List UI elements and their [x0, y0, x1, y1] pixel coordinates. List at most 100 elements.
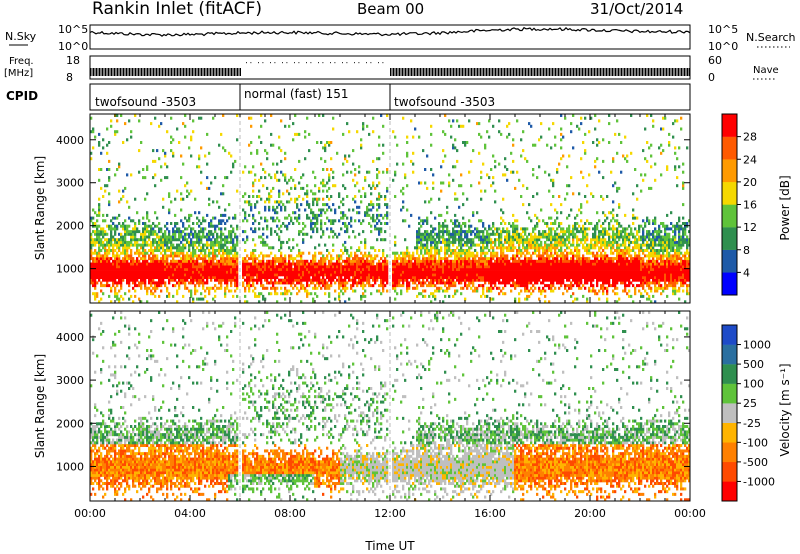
power-cell: [360, 262, 363, 266]
power-cell: [488, 265, 491, 269]
power-cell: [214, 273, 217, 277]
power-cell: [374, 265, 377, 269]
power-cell: [416, 259, 419, 263]
power-cell: [154, 249, 157, 252]
power-cell: [456, 119, 459, 123]
power-cell: [196, 238, 199, 242]
power-cell: [202, 216, 205, 220]
nave-mark: [382, 62, 384, 64]
power-cell: [420, 284, 423, 288]
power-cell: [268, 273, 271, 277]
power-cell: [98, 208, 101, 212]
freq-mark: [177, 68, 178, 76]
power-cell: [382, 281, 385, 285]
power-cell: [132, 286, 135, 290]
power-cell: [366, 276, 369, 279]
power-cell: [188, 289, 191, 293]
power-cell: [410, 259, 413, 263]
power-cell: [252, 273, 255, 277]
power-cell: [428, 262, 431, 266]
power-cell: [244, 267, 247, 271]
power-cell: [436, 265, 439, 269]
freq-mark: [535, 68, 537, 76]
power-cell: [484, 254, 487, 258]
power-cell: [286, 265, 289, 269]
power-cell: [124, 254, 127, 258]
power-cell: [468, 224, 471, 228]
power-cell: [350, 286, 353, 290]
power-cell: [244, 216, 247, 220]
power-cell: [464, 141, 467, 144]
power-cell: [164, 270, 167, 274]
power-cell: [434, 257, 437, 261]
power-cell: [118, 246, 121, 250]
power-cell: [152, 273, 155, 277]
power-cell: [158, 238, 161, 242]
power-cell: [378, 227, 381, 231]
power-cell: [272, 273, 275, 277]
power-cell: [206, 162, 209, 166]
power-cell: [368, 278, 371, 282]
freq-mark: [538, 68, 540, 76]
power-cell: [322, 278, 325, 282]
power-cell: [418, 135, 421, 139]
power-cell: [336, 265, 339, 269]
power-cell: [114, 265, 117, 269]
power-cell: [368, 262, 371, 266]
power-cell: [166, 273, 169, 277]
power-cell: [522, 251, 525, 255]
freq-mark: [432, 68, 433, 76]
power-cell: [198, 219, 201, 223]
freq-mark: [234, 68, 235, 76]
power-cell: [364, 211, 367, 215]
power-cell: [246, 219, 249, 223]
power-cell: [284, 178, 287, 182]
power-cell: [340, 216, 343, 220]
power-cell: [230, 224, 233, 228]
power-cell: [148, 286, 151, 290]
power-cell: [486, 273, 489, 277]
power-cell: [360, 138, 363, 142]
power-cell: [318, 262, 321, 266]
power-cell: [256, 281, 259, 285]
power-cell: [474, 270, 477, 274]
power-cell: [134, 238, 137, 242]
power-cell: [106, 251, 109, 255]
freq-mark: [471, 68, 472, 76]
power-cell: [310, 292, 313, 296]
power-cell: [326, 181, 329, 185]
power-cell: [126, 257, 129, 261]
power-cell: [228, 278, 231, 282]
power-cell: [262, 276, 265, 279]
power-cell: [522, 276, 525, 279]
power-cell: [510, 151, 513, 155]
power-cell: [530, 232, 533, 236]
power-cell: [274, 230, 277, 234]
power-cell: [196, 232, 199, 236]
power-cell: [144, 224, 147, 228]
power-cell: [100, 262, 103, 266]
power-cell: [102, 235, 105, 239]
power-cell: [100, 240, 103, 244]
power-cell: [476, 262, 479, 266]
power-cell: [162, 243, 165, 247]
power-cell: [132, 267, 135, 271]
power-cell: [508, 232, 511, 236]
power-cell: [112, 259, 115, 263]
power-cell: [120, 267, 123, 271]
power-cell: [324, 159, 327, 163]
power-cell: [284, 265, 287, 269]
power-cell: [522, 130, 525, 134]
power-cell: [424, 270, 427, 274]
power-cell: [246, 281, 249, 285]
power-cell: [466, 267, 469, 271]
power-cell: [452, 281, 455, 285]
power-cell: [194, 235, 197, 239]
power-cell: [184, 259, 187, 263]
power-cell: [246, 259, 249, 263]
power-cell: [214, 284, 217, 288]
power-cell: [378, 170, 381, 174]
power-cell: [482, 276, 485, 279]
power-cell: [234, 289, 237, 293]
power-cell: [364, 240, 367, 244]
